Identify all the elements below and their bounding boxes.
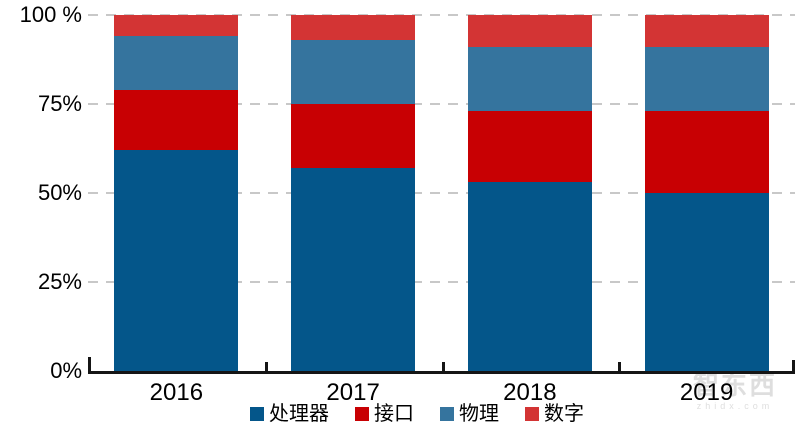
bar-segment-数字-2017: [291, 15, 416, 40]
gridline-25: [88, 281, 795, 283]
bar-segment-处理器-2019: [644, 193, 769, 371]
legend-swatch-icon: [250, 407, 264, 421]
legend-item-物理: 物理: [440, 403, 499, 425]
legend-item-接口: 接口: [355, 403, 414, 425]
x-axis-tick-4: [792, 360, 795, 374]
legend-swatch-icon: [440, 407, 454, 421]
bar-segment-数字-2019: [644, 15, 769, 48]
gridline-100: [88, 14, 795, 16]
legend-label: 接口: [374, 403, 414, 425]
x-axis-label-2016: 2016: [149, 379, 204, 406]
bar-segment-物理-2016: [114, 36, 239, 90]
legend-label: 物理: [459, 403, 499, 425]
bar-segment-数字-2018: [467, 15, 592, 48]
y-axis-label-0: 0%: [50, 358, 82, 383]
watermark-logo: 智东西: [692, 370, 777, 400]
bar-segment-接口-2016: [114, 89, 239, 151]
bar-segment-数字-2016: [114, 15, 239, 37]
legend-item-数字: 数字: [525, 403, 584, 425]
x-axis-label-2017: 2017: [326, 379, 380, 406]
bar-segment-处理器-2018: [467, 182, 592, 371]
x-axis-tick-0: [88, 357, 91, 374]
legend: 处理器 接口 物理 数字: [0, 403, 800, 425]
bar-segment-物理-2019: [644, 47, 769, 112]
y-axis-label-25: 25%: [37, 269, 82, 294]
watermark: 智东西 zhidx.com: [676, 370, 794, 412]
legend-swatch-icon: [525, 407, 539, 421]
gridline-50: [88, 192, 795, 194]
x-axis-tick-1: [264, 362, 268, 374]
legend-label: 数字: [544, 403, 584, 425]
bar-segment-物理-2018: [467, 47, 592, 112]
bar-segment-物理-2017: [291, 39, 416, 104]
legend-item-处理器: 处理器: [250, 403, 329, 425]
bar-segment-处理器-2017: [291, 168, 416, 371]
gridline-75: [88, 103, 795, 105]
legend-label: 处理器: [269, 403, 329, 425]
legend-swatch-icon: [355, 407, 369, 421]
y-axis-label-50: 50%: [37, 180, 82, 205]
x-axis-tick-3: [618, 362, 622, 374]
x-axis-label-2019: 2019: [679, 379, 734, 406]
x-axis-tick-2: [441, 362, 445, 374]
y-axis-label-75: 75%: [37, 91, 82, 116]
watermark-url: zhidx.com: [696, 401, 774, 411]
bar-segment-接口-2017: [291, 104, 416, 169]
bar-segment-接口-2019: [644, 111, 769, 193]
bar-segment-处理器-2016: [114, 150, 239, 371]
bar-segment-接口-2018: [467, 111, 592, 183]
x-axis-label-2018: 2018: [503, 379, 557, 406]
y-axis-label-100: 100 %: [19, 2, 82, 27]
